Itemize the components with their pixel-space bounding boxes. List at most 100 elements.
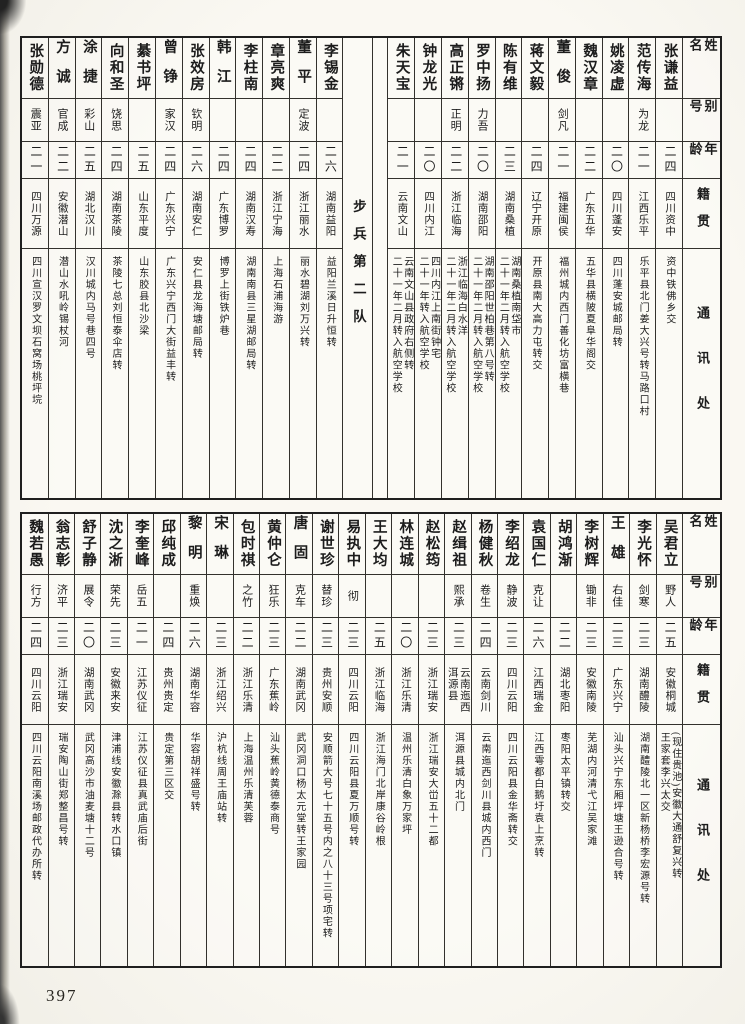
native-text: 籍贯 — [694, 186, 710, 241]
alias-cell: 岳五 — [127, 575, 154, 618]
alias-text: 熙承 — [452, 584, 465, 608]
header-alias-cell: 别号 — [683, 575, 720, 618]
age-text: 二五 — [372, 621, 387, 651]
name-text: 朱天宝 — [393, 43, 410, 93]
address-cell: 武冈高沙市油麦塘十二号 — [75, 725, 100, 966]
name-text: 李光怀 — [635, 519, 652, 569]
native-cell: 江苏仪征 — [127, 655, 154, 725]
age-text: 二三 — [451, 621, 466, 651]
age-text: 二三 — [610, 621, 625, 651]
roster-column: 蒋文毅 二四 辽宁开原 开原县南大高力屯转交 — [521, 38, 549, 498]
name-text: 张谦益 — [661, 43, 678, 93]
name-text: 杨健秋 — [476, 519, 493, 569]
age-cell: 二四 — [22, 618, 48, 655]
name-cell: 王大均 — [365, 514, 392, 575]
age-cell: 二一 — [549, 142, 575, 179]
address-text: 汕头兴宁东厢坪塘王逊合号转 — [611, 732, 623, 882]
address-text: 山东胶县北沙梁 — [136, 256, 148, 337]
alias-cell: 饶思 — [102, 99, 129, 142]
scan-corner-smudge-bottom — [0, 984, 20, 1024]
native-cell: 浙江丽水 — [289, 179, 316, 249]
age-text: 二三 — [583, 621, 598, 651]
name-text: 向和圣 — [107, 43, 124, 93]
age-text: 二四 — [109, 145, 124, 175]
roster-column: 董平 定波 二四 浙江丽水 丽水碧湖刘万兴转 — [288, 38, 316, 498]
native-text: 广东五华 — [583, 190, 595, 237]
address-cell: 安仁县龙海塘邮局转 — [183, 249, 209, 498]
address-text: 通讯处 — [694, 778, 710, 913]
native-text: 云南文山 — [396, 190, 408, 237]
name-text: 赵松筠 — [423, 519, 440, 569]
alias-text: 官成 — [56, 108, 69, 132]
name-text: 袁国仁 — [529, 519, 546, 569]
address-cell: 云南文山县政府右侧转 二十一年二月转入航空学校 — [388, 249, 414, 498]
name-cell: 李树辉 — [577, 514, 603, 575]
name-cell: 张谦益 — [656, 38, 682, 99]
name-cell: 黎明 — [180, 514, 207, 575]
scan-corner-smudge-top — [0, 0, 26, 34]
native-cell: 浙江绍兴 — [207, 655, 233, 725]
age-cell: 二四 — [209, 142, 236, 179]
roster-column: 涂捷 彩山 二五 湖北汉川 汉川城内马号巷四号 — [74, 38, 102, 498]
address-cell: 四川云阳县金华斋转交 — [498, 725, 523, 966]
age-cell: 二五 — [365, 618, 392, 655]
native-cell: 湖南安仁 — [182, 179, 209, 249]
alias-cell — [316, 99, 343, 142]
alias-cell — [154, 575, 180, 618]
address-cell: 福州城内西门善化坊富横巷 — [549, 249, 575, 498]
name-cell: 赵松筠 — [418, 514, 445, 575]
age-cell: 二二 — [263, 142, 289, 179]
name-cell: 宋琳 — [207, 514, 233, 575]
address-text: 芜湖内河清弋江吴家滩 — [584, 732, 596, 847]
header-column: 姓名 别号 年龄 籍贯 通讯处 — [682, 514, 720, 966]
age-cell: 二四 — [102, 142, 129, 179]
name-cell: 章亮爽 — [263, 38, 289, 99]
native-cell: 贵州贵定 — [154, 655, 180, 725]
name-text: 胡鸿渐 — [555, 519, 572, 569]
native-text: 江西瑞金 — [532, 666, 544, 713]
name-text: 谢世珍 — [317, 519, 334, 569]
age-text: 二二 — [240, 621, 255, 651]
alias-text: 展令 — [81, 584, 94, 608]
name-text: 包时祺 — [238, 519, 255, 569]
name-text: 韩江 — [214, 38, 231, 98]
roster-column: 杨健秋 卷生 二四 云南剑川 云南迤西剑川县城内西门 — [470, 514, 497, 966]
alias-cell — [522, 99, 549, 142]
age-text: 二一 — [28, 145, 43, 175]
native-text: 浙江临海 — [449, 190, 461, 237]
name-cell: 向和圣 — [102, 38, 129, 99]
roster-column: 范传海 为龙 二一 江西乐平 乐平县北门姜大兴号转马路口村 — [628, 38, 656, 498]
name-text: 王雄 — [608, 514, 625, 574]
name-cell: 胡鸿渐 — [550, 514, 577, 575]
age-cell: 二三 — [207, 618, 233, 655]
native-text: 湖南桑植 — [503, 190, 515, 237]
native-text: 浙江瑞安 — [56, 666, 68, 713]
address-cell: 茶陵七总刘恒泰伞店转 — [102, 249, 128, 498]
native-cell: 四川万源 — [22, 179, 48, 249]
age-cell: 二三 — [339, 618, 365, 655]
alias-text: 行方 — [29, 584, 42, 608]
alias-cell: 荣先 — [101, 575, 127, 618]
age-text: 二四 — [478, 621, 493, 651]
age-cell: 二二 — [575, 142, 602, 179]
native-text: 四川云阳 — [505, 666, 517, 713]
address-cell: 博罗上街铁炉巷 — [210, 249, 236, 498]
roster-column: 李树辉 锄非 二三 安徽南陵 芜湖内河清弋江吴家滩 — [576, 514, 603, 966]
name-text: 方诚 — [54, 38, 71, 98]
roster-column: 魏若愚 行方 二四 四川云阳 四川云阳南溪场邮政代办所转 — [22, 514, 48, 966]
native-cell: 浙江临海 — [365, 655, 392, 725]
native-text: 浙江乐清 — [241, 666, 253, 713]
age-text: 二一 — [134, 621, 149, 651]
alias-cell: 右佳 — [603, 575, 630, 618]
address-text: 益阳兰溪日升恒转 — [324, 256, 336, 348]
age-text: 二二 — [448, 145, 463, 175]
address-cell: 汕头蕉岭黄德泰商号 — [260, 725, 285, 966]
native-cell: 安徽潜山 — [48, 179, 75, 249]
name-cell: 姚凌虚 — [602, 38, 629, 99]
address-text: 丽水碧湖刘万兴转 — [297, 256, 309, 348]
address-cell: 山东胶县北沙梁 — [129, 249, 155, 498]
address-text: 安仁县龙海塘邮局转 — [190, 256, 202, 360]
alias-text: 重焕 — [187, 584, 200, 608]
name-text: 黄仲仑 — [265, 519, 282, 569]
age-cell: 二三 — [603, 618, 630, 655]
